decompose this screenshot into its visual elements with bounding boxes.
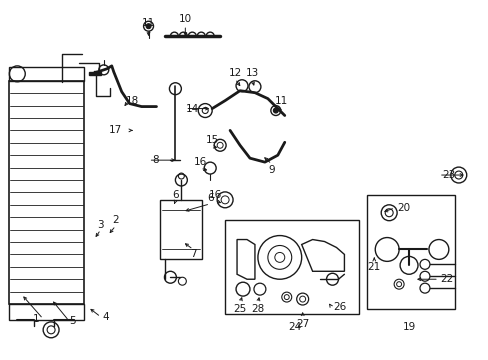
Text: 6: 6 (172, 190, 178, 200)
Text: 21: 21 (367, 262, 380, 272)
Text: 7: 7 (190, 249, 196, 260)
Circle shape (146, 24, 151, 29)
Text: 13: 13 (245, 68, 258, 78)
Text: 16: 16 (193, 157, 206, 167)
Text: 11: 11 (142, 18, 155, 28)
Bar (160, 200, 202, 260)
Text: 6: 6 (206, 193, 213, 203)
Text: 23: 23 (441, 170, 454, 180)
Text: 9: 9 (268, 165, 275, 175)
Bar (9, 304, 84, 320)
Text: 24: 24 (287, 322, 301, 332)
Text: 16: 16 (208, 190, 222, 200)
Text: 2: 2 (112, 215, 119, 225)
Bar (9, 81, 84, 304)
Text: 1: 1 (33, 314, 40, 324)
Text: 4: 4 (102, 312, 109, 322)
Text: 17: 17 (109, 125, 122, 135)
Text: 22: 22 (439, 274, 452, 284)
Text: 19: 19 (402, 322, 415, 332)
Text: 18: 18 (126, 96, 139, 105)
Polygon shape (89, 72, 101, 75)
Circle shape (273, 108, 278, 113)
Bar (366, 195, 454, 309)
Text: 3: 3 (97, 220, 104, 230)
Text: 15: 15 (205, 135, 218, 145)
Text: 25: 25 (233, 304, 246, 314)
Text: 5: 5 (69, 316, 76, 326)
Text: 14: 14 (185, 104, 199, 113)
Bar (224, 220, 359, 314)
Text: 26: 26 (332, 302, 346, 312)
Text: 12: 12 (228, 68, 241, 78)
Text: 11: 11 (275, 96, 288, 105)
Text: 8: 8 (152, 155, 159, 165)
Text: 27: 27 (295, 319, 309, 329)
Bar (9, 67, 84, 81)
Text: 20: 20 (397, 203, 410, 213)
Text: 10: 10 (179, 14, 191, 24)
Text: 28: 28 (251, 304, 264, 314)
